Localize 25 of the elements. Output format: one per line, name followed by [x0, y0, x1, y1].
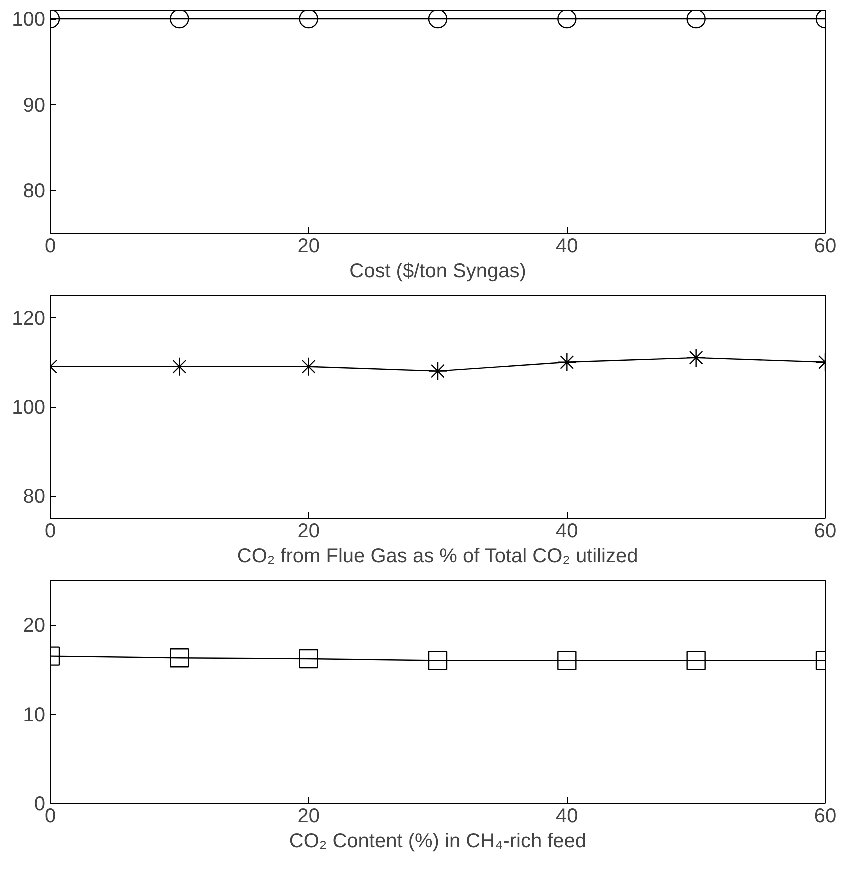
x-tick-label: 60: [814, 806, 837, 828]
point: [170, 357, 190, 376]
point: [299, 357, 318, 376]
y-tick-label: 100: [12, 9, 46, 32]
y-tick-label: 10: [23, 704, 46, 726]
x-tick-label: 20: [298, 806, 320, 828]
x-axis-title: Cost ($/ton Syngas): [350, 260, 526, 282]
point: [428, 362, 448, 381]
x-tick-label: 20: [298, 520, 320, 542]
x-tick-label: 40: [556, 520, 578, 542]
y-tick-label: 80: [23, 486, 46, 508]
y-tick-label: 120: [12, 308, 46, 330]
x-tick-label: 40: [556, 236, 578, 258]
x-tick-label: 40: [556, 806, 578, 828]
y-tick-label: 80: [23, 180, 46, 203]
x-tick-label: 20: [298, 236, 320, 258]
x-tick-label: 60: [814, 236, 837, 258]
y-tick-label: 100: [12, 397, 46, 419]
x-axis-title: CO₂ from Flue Gas as % of Total CO₂ utilized: [237, 546, 638, 568]
point: [558, 352, 577, 372]
x-axis-title: CO₂ Content (%) in CH₄-rich feed: [289, 830, 587, 852]
y-tick-label: 90: [23, 94, 46, 117]
x-tick-label: 60: [814, 520, 837, 542]
point: [686, 348, 706, 368]
y-tick-label: 20: [23, 615, 46, 638]
